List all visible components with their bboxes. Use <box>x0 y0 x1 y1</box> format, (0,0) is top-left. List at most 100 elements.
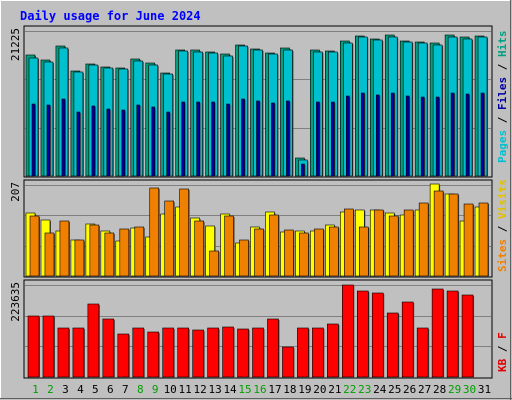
visitors-bar-sites <box>373 209 384 277</box>
day-label: 26 <box>403 383 416 396</box>
visitors-bar-sites <box>448 193 459 277</box>
day-label: 22 <box>343 383 356 396</box>
kbytes-bar-kbytes <box>312 327 324 378</box>
visitors-bar-sites <box>119 228 130 277</box>
traffic-panel: 21225 Pages / Files / Hits <box>9 25 509 178</box>
day-label: 31 <box>478 383 491 396</box>
traffic-bar-pages <box>316 101 320 177</box>
day-label: 19 <box>298 383 311 396</box>
day-label: 10 <box>164 383 177 396</box>
visitors-bar-sites <box>284 229 294 277</box>
traffic-bar-pages <box>271 102 275 177</box>
kbytes-bar-kbytes <box>342 284 354 378</box>
kbytes-bar-kbytes <box>192 329 204 378</box>
kbytes-bar-kbytes <box>132 327 145 378</box>
visitors-bar-sites <box>254 228 264 277</box>
day-label: 2 <box>47 383 54 396</box>
day-label: 30 <box>463 383 476 396</box>
traffic-max-label: 21225 <box>9 28 22 61</box>
traffic-bar-pages <box>106 108 111 177</box>
visitors-max-label: 207 <box>9 182 22 202</box>
day-label: 15 <box>238 383 251 396</box>
day-label: 21 <box>328 383 341 396</box>
visitors-bar-sites <box>403 209 414 277</box>
kbytes-bar-kbytes <box>57 327 70 378</box>
day-label: 24 <box>373 383 387 396</box>
kbytes-bar-kbytes <box>416 327 429 378</box>
kbytes-max-label: 223635 <box>9 282 22 322</box>
day-label: 5 <box>92 383 99 396</box>
visitors-bar-sites <box>433 190 444 277</box>
traffic-bar-pages <box>226 103 230 177</box>
day-axis-labels: 1 2 3 4 5 6 7 8 9 10 11 12 13 14 15 16 17 18 19 20 21 22 23 24 2… <box>32 383 491 396</box>
day-label: 1 <box>32 383 39 396</box>
kbytes-bar-kbytes <box>282 346 294 378</box>
traffic-bar-pages <box>61 98 66 177</box>
kbytes-bar-kbytes <box>327 323 339 378</box>
kbytes-legend: KB / F <box>496 332 509 372</box>
kbytes-bar-kbytes <box>27 315 40 378</box>
visitors-bar-sites <box>89 224 100 277</box>
kbytes-bar-kbytes <box>162 327 175 378</box>
visitors-bar-sites <box>59 220 70 277</box>
visitors-bar-sites <box>358 226 369 277</box>
chart-panels: 21225 Pages / Files / Hits 207 Sites / Visi… <box>9 25 509 379</box>
chart-title: Daily usage for June 2024 <box>20 9 201 23</box>
traffic-legend-item: Files <box>496 77 509 110</box>
traffic-bar-pages <box>256 100 260 177</box>
visitors-bar-sites <box>74 239 85 277</box>
visitors-bar-sites <box>329 226 339 277</box>
traffic-legend-item: Hits <box>496 31 509 58</box>
traffic-bar-pages <box>420 96 425 177</box>
kbytes-bar-kbytes <box>371 292 384 378</box>
day-label: 14 <box>223 383 237 396</box>
visitors-bar-sites <box>104 232 115 277</box>
traffic-bar-pages <box>435 96 440 177</box>
traffic-legend: Pages / Files / Hits <box>496 31 509 164</box>
day-label: 9 <box>152 383 159 396</box>
visitors-bar-sites <box>44 232 55 277</box>
day-label: 23 <box>358 383 371 396</box>
traffic-bar-pages <box>166 111 171 177</box>
kbytes-bar-kbytes <box>42 315 55 378</box>
kbytes-bar-kbytes <box>102 318 115 378</box>
day-label: 6 <box>107 383 114 396</box>
day-label: 29 <box>448 383 461 396</box>
kbytes-bar-kbytes <box>222 326 234 378</box>
visitors-bar-sites <box>344 208 354 277</box>
day-label: 4 <box>77 383 84 396</box>
traffic-bar-pages <box>181 101 185 177</box>
visitors-bar-sites <box>149 187 160 277</box>
day-label: 25 <box>388 383 401 396</box>
kbytes-bar-kbytes <box>461 294 474 378</box>
day-label: 18 <box>283 383 296 396</box>
visitors-bar-sites <box>29 215 40 277</box>
kbytes-bar-kbytes <box>87 303 100 378</box>
traffic-bar-pages <box>480 92 485 177</box>
traffic-bar-pages <box>375 94 380 177</box>
visitors-bar-sites <box>299 232 309 277</box>
kbytes-bar-kbytes <box>117 333 130 378</box>
kbytes-legend-item: F <box>496 332 509 339</box>
kbytes-bar-kbytes <box>356 290 369 378</box>
visitors-bar-sites <box>269 214 279 277</box>
day-label: 27 <box>418 383 431 396</box>
traffic-bar-pages <box>151 106 156 177</box>
visitors-bar-sites <box>209 250 219 277</box>
kbytes-legend-item: KB <box>496 358 509 372</box>
kbytes-bar-kbytes <box>147 331 160 378</box>
visitors-bar-sites <box>463 203 474 277</box>
traffic-bar-pages <box>121 109 126 177</box>
traffic-bar-pages <box>465 93 470 177</box>
visitors-legend-item: Visits <box>496 179 509 219</box>
traffic-bar-pages <box>211 101 215 177</box>
visitors-bar-sites <box>239 239 249 277</box>
traffic-bar-pages <box>405 95 410 177</box>
visitors-panel: 207 Sites / Visits <box>9 179 509 278</box>
visitors-bar-sites <box>388 215 399 277</box>
traffic-bar-pages <box>31 103 36 177</box>
kbytes-bar-kbytes <box>446 290 459 378</box>
traffic-bar-pages <box>390 92 395 177</box>
kbytes-bar-kbytes <box>297 327 309 378</box>
traffic-bar-pages <box>136 104 141 177</box>
